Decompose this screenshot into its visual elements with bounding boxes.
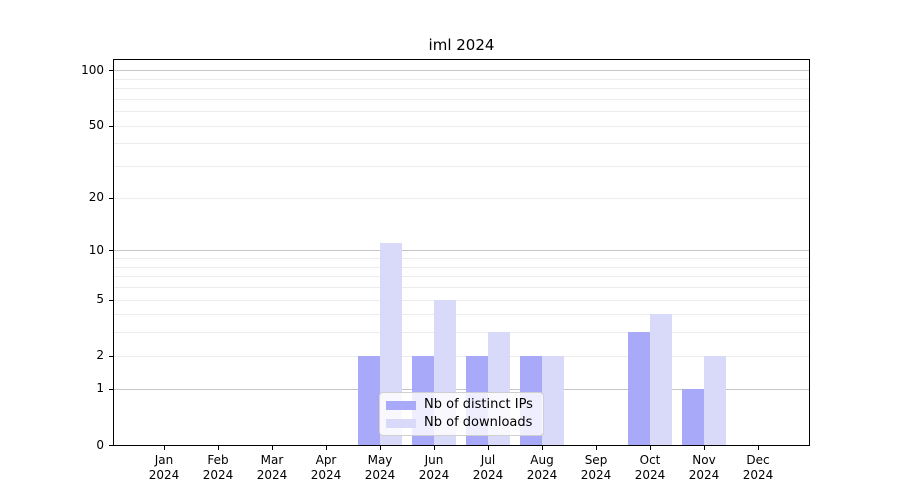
gridline-4: [114, 314, 809, 316]
gridline-3: [114, 332, 809, 334]
y-tick-label-20: 20: [88, 190, 104, 205]
gridline-80: [114, 88, 809, 90]
gridline-70: [114, 98, 809, 100]
bar-distinct-ips-may: [358, 355, 380, 445]
x-tick-mark-feb: [218, 446, 219, 450]
x-tick-label-oct: Oct 2024: [634, 453, 666, 482]
bar-distinct-ips-nov: [682, 388, 704, 445]
y-tick-label-50: 50: [88, 118, 104, 133]
y-tick-mark-1: [109, 388, 113, 390]
gridline-100: [114, 70, 809, 72]
gridline-90: [114, 78, 809, 80]
x-tick-mark-jul: [488, 446, 489, 450]
y-tick-mark-0: [109, 445, 113, 446]
x-tick-mark-sep: [596, 446, 597, 450]
chart-title: iml 2024: [428, 36, 495, 54]
y-tick-mark-5: [109, 299, 113, 301]
legend-label-downloads: Nb of downloads: [424, 415, 533, 430]
x-tick-mark-oct: [650, 446, 651, 450]
x-tick-mark-nov: [704, 446, 705, 450]
bar-distinct-ips-oct: [628, 332, 650, 445]
gridline-60: [114, 111, 809, 113]
y-tick-label-0: 0: [96, 437, 104, 452]
x-tick-label-jan: Jan 2024: [148, 453, 180, 482]
x-tick-mark-jun: [434, 446, 435, 450]
x-tick-mark-jan: [164, 446, 165, 450]
x-tick-label-aug: Aug 2024: [526, 453, 558, 482]
x-tick-label-jun: Jun 2024: [418, 453, 450, 482]
x-tick-label-dec: Dec 2024: [742, 453, 774, 482]
gridline-9: [114, 258, 809, 259]
x-tick-label-sep: Sep 2024: [580, 453, 612, 482]
legend-item-distinct-ips: Nb of distinct IPs: [386, 398, 543, 412]
x-tick-mark-apr: [326, 446, 327, 450]
bar-downloads-nov: [704, 355, 726, 445]
legend-swatch-distinct-ips: [386, 400, 416, 410]
gridline-20: [114, 197, 809, 199]
x-tick-label-mar: Mar 2024: [256, 453, 288, 482]
gridline-40: [114, 143, 809, 145]
legend-label-distinct-ips: Nb of distinct IPs: [424, 397, 533, 412]
x-tick-label-feb: Feb 2024: [202, 453, 234, 482]
gridline-7: [114, 276, 809, 278]
legend-item-downloads: Nb of downloads: [386, 416, 543, 430]
y-tick-mark-100: [109, 70, 113, 72]
gridline-30: [114, 166, 809, 168]
y-tick-mark-50: [109, 125, 113, 127]
gridline-6: [114, 287, 809, 288]
y-tick-mark-10: [109, 250, 113, 252]
x-tick-mark-dec: [758, 446, 759, 450]
x-tick-label-nov: Nov 2024: [688, 453, 720, 482]
bar-downloads-oct: [650, 314, 672, 445]
legend: Nb of distinct IPs Nb of downloads: [379, 392, 544, 436]
gridline-5: [114, 299, 809, 301]
gridline-10: [114, 250, 809, 252]
gridline-1: [114, 388, 809, 390]
y-tick-mark-2: [109, 355, 113, 357]
y-tick-label-5: 5: [96, 292, 104, 306]
y-tick-mark-20: [109, 197, 113, 199]
gridline-50: [114, 125, 809, 127]
x-tick-label-jul: Jul 2024: [472, 453, 504, 482]
gridline-2: [114, 355, 809, 357]
x-tick-mark-mar: [272, 446, 273, 450]
gridline-8: [114, 266, 809, 268]
x-tick-mark-aug: [542, 446, 543, 450]
x-tick-label-may: May 2024: [364, 453, 396, 482]
x-tick-mark-may: [380, 446, 381, 450]
y-tick-label-2: 2: [96, 348, 104, 363]
bar-downloads-aug: [542, 355, 564, 445]
y-tick-label-10: 10: [88, 242, 104, 257]
y-tick-label-1: 1: [96, 381, 104, 396]
legend-swatch-downloads: [386, 418, 416, 428]
x-tick-label-apr: Apr 2024: [310, 453, 342, 482]
y-tick-label-100: 100: [81, 62, 104, 77]
plot-area: [113, 59, 810, 446]
